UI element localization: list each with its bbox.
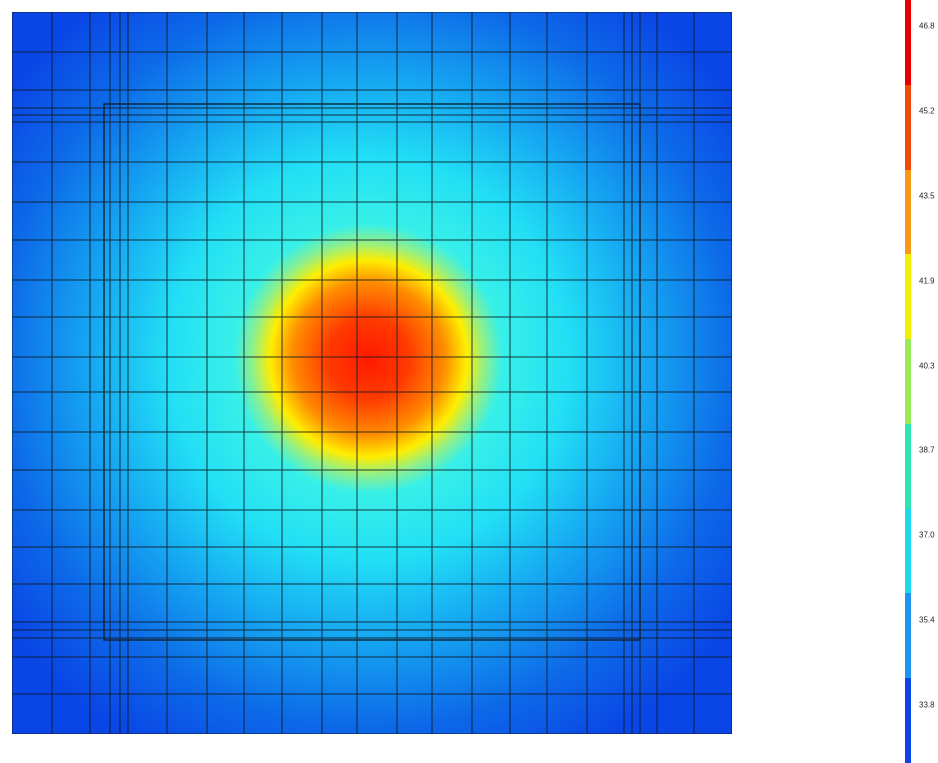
mesh-grid [12, 12, 732, 734]
legend-label: 41.9 [919, 276, 935, 286]
legend-label: 37.0 [919, 530, 935, 540]
legend-label: 38.7 [919, 445, 935, 455]
legend-color-band [905, 254, 911, 340]
legend-color-band [905, 0, 911, 86]
legend-label: 43.5 [919, 191, 935, 201]
legend-label: 46.8 [919, 21, 935, 31]
legend-color-band [905, 678, 911, 763]
legend-label: 45.2 [919, 106, 935, 116]
temperature-field [12, 12, 732, 734]
legend-color-band [905, 169, 911, 255]
legend-color-band [905, 423, 911, 510]
inner-region-outline [103, 103, 641, 641]
legend-color-band [905, 84, 911, 171]
legend-label: 35.4 [919, 615, 935, 625]
legend-color-band [905, 593, 911, 679]
color-legend: 46.8 45.2 43.5 41.9 40.3 38.7 37.0 35.4 33.8 [905, 0, 938, 763]
legend-label: 40.3 [919, 361, 935, 370]
legend-label: 33.8 [919, 700, 935, 710]
contour-plot [12, 12, 732, 734]
legend-color-band [905, 508, 911, 594]
legend-color-band [905, 339, 911, 425]
